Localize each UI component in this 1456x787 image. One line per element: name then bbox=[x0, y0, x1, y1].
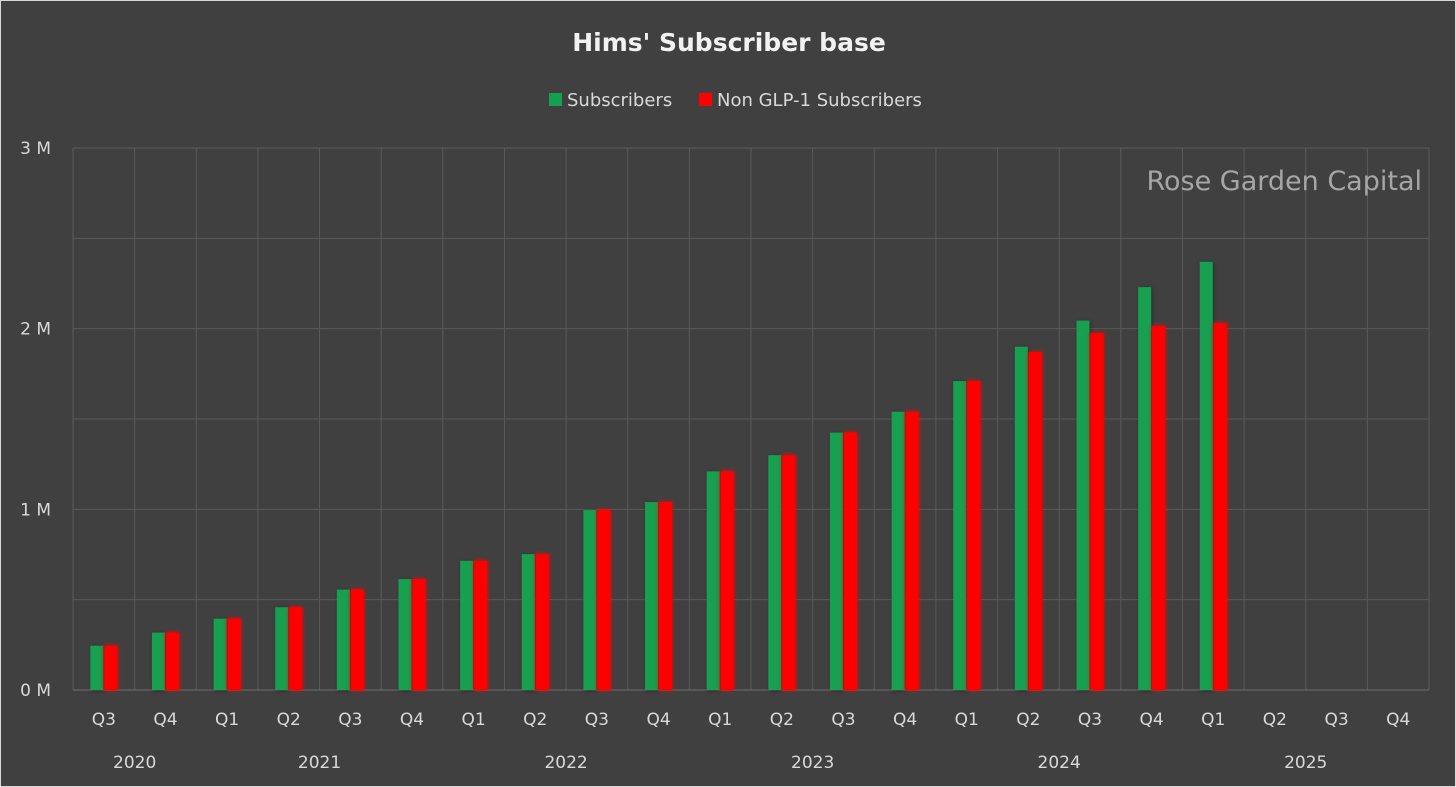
x-tick-label: Q4 bbox=[1140, 710, 1164, 730]
year-label: 2023 bbox=[791, 753, 834, 773]
x-tick-label: Q3 bbox=[1324, 710, 1348, 730]
bar-non-glp1-subscribers bbox=[843, 432, 857, 690]
bar-subscribers bbox=[460, 560, 474, 690]
bar-non-glp1-subscribers bbox=[474, 560, 488, 690]
legend-label-non-glp1-subscribers: Non GLP-1 Subscribers bbox=[717, 90, 922, 111]
bar-non-glp1-subscribers bbox=[350, 589, 364, 690]
bar-subscribers bbox=[645, 502, 659, 690]
bar-non-glp1-subscribers bbox=[1152, 325, 1166, 690]
y-axis-labels: 0 M 1 M 2 M 3 M bbox=[20, 139, 51, 701]
bar-non-glp1-subscribers bbox=[1213, 323, 1227, 690]
bar-subscribers bbox=[583, 510, 597, 690]
x-tick-label: Q3 bbox=[585, 710, 609, 730]
y-tick-label: 1 M bbox=[20, 500, 51, 520]
x-tick-label: Q4 bbox=[153, 710, 177, 730]
bar-non-glp1-subscribers bbox=[535, 554, 549, 690]
x-tick-label: Q2 bbox=[1263, 710, 1287, 730]
bar-subscribers bbox=[891, 411, 905, 690]
bar-subscribers bbox=[275, 607, 289, 690]
bar-non-glp1-subscribers bbox=[412, 579, 426, 690]
bar-subscribers bbox=[1076, 320, 1090, 690]
bar-subscribers bbox=[953, 381, 967, 690]
year-label: 2025 bbox=[1284, 753, 1327, 773]
bar-subscribers bbox=[521, 554, 535, 690]
y-tick-label: 2 M bbox=[20, 320, 51, 340]
year-label: 2021 bbox=[298, 753, 341, 773]
legend-label-subscribers: Subscribers bbox=[567, 90, 672, 111]
bar-non-glp1-subscribers bbox=[104, 645, 118, 690]
bar-subscribers bbox=[1138, 287, 1152, 690]
bar-non-glp1-subscribers bbox=[289, 607, 303, 690]
bar-non-glp1-subscribers bbox=[1028, 352, 1042, 690]
bar-non-glp1-subscribers bbox=[165, 632, 179, 690]
bar-subscribers bbox=[1014, 346, 1028, 690]
bar-subscribers bbox=[90, 645, 104, 690]
legend: Subscribers Non GLP-1 Subscribers bbox=[549, 90, 922, 111]
x-tick-label: Q1 bbox=[1201, 710, 1225, 730]
year-labels: 2020 2021 2022 2023 2024 2025 bbox=[113, 753, 1327, 773]
x-axis-labels: Q3 Q4 Q1 Q2 Q3 Q4 Q1 Q2 Q3 Q4 Q1 Q2 Q3 Q4 Q1 Q2 Q3 Q4 Q1 Q2… bbox=[92, 710, 1411, 730]
x-tick-label: Q3 bbox=[92, 710, 116, 730]
x-tick-label: Q2 bbox=[277, 710, 301, 730]
x-tick-label: Q4 bbox=[1386, 710, 1410, 730]
bar-subscribers bbox=[213, 618, 227, 690]
bar-non-glp1-subscribers bbox=[1090, 333, 1104, 690]
bar-non-glp1-subscribers bbox=[720, 471, 734, 690]
bar-non-glp1-subscribers bbox=[967, 381, 981, 690]
bar-non-glp1-subscribers bbox=[782, 455, 796, 690]
bar-non-glp1-subscribers bbox=[659, 502, 673, 690]
y-tick-label: 0 M bbox=[20, 681, 51, 701]
x-tick-label: Q2 bbox=[770, 710, 794, 730]
x-tick-label: Q4 bbox=[893, 710, 917, 730]
bar-subscribers bbox=[829, 432, 843, 690]
x-tick-label: Q1 bbox=[215, 710, 239, 730]
year-label: 2022 bbox=[544, 753, 587, 773]
bar-non-glp1-subscribers bbox=[597, 510, 611, 690]
x-tick-label: Q3 bbox=[1078, 710, 1102, 730]
x-tick-label: Q2 bbox=[523, 710, 547, 730]
x-tick-label: Q4 bbox=[400, 710, 424, 730]
bar-subscribers bbox=[706, 471, 720, 690]
y-tick-label: 3 M bbox=[20, 139, 51, 159]
bar-subscribers bbox=[1199, 261, 1213, 690]
year-label: 2024 bbox=[1038, 753, 1081, 773]
legend-swatch-subscribers bbox=[549, 93, 562, 106]
bars bbox=[90, 261, 1227, 690]
x-tick-label: Q1 bbox=[955, 710, 979, 730]
bar-subscribers bbox=[768, 455, 782, 690]
legend-swatch-non-glp1-subscribers bbox=[699, 93, 712, 106]
bar-subscribers bbox=[398, 579, 412, 690]
x-tick-label: Q3 bbox=[831, 710, 855, 730]
chart-title: Hims' Subscriber base bbox=[572, 28, 886, 57]
bar-non-glp1-subscribers bbox=[227, 618, 241, 690]
x-tick-label: Q1 bbox=[708, 710, 732, 730]
x-tick-label: Q1 bbox=[462, 710, 486, 730]
bar-non-glp1-subscribers bbox=[905, 411, 919, 690]
bar-subscribers bbox=[336, 589, 350, 690]
x-tick-label: Q4 bbox=[646, 710, 670, 730]
year-label: 2020 bbox=[113, 753, 156, 773]
watermark: Rose Garden Capital bbox=[1146, 166, 1422, 197]
x-tick-label: Q3 bbox=[338, 710, 362, 730]
x-tick-label: Q2 bbox=[1016, 710, 1040, 730]
bar-subscribers bbox=[151, 632, 165, 690]
